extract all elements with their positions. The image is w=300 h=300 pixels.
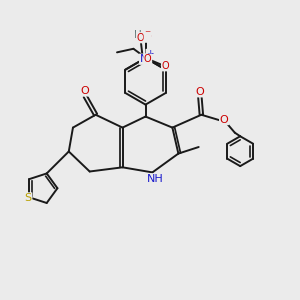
Text: O: O: [196, 87, 204, 97]
Text: O: O: [142, 32, 152, 42]
Text: +: +: [146, 49, 154, 58]
Text: O: O: [220, 115, 228, 124]
Text: O: O: [136, 33, 144, 43]
Text: NH: NH: [146, 174, 163, 184]
Text: N: N: [140, 54, 148, 64]
Text: O: O: [144, 54, 152, 64]
Text: O: O: [80, 86, 89, 96]
Text: H: H: [134, 30, 142, 40]
Text: O: O: [162, 61, 169, 71]
Text: ⁻: ⁻: [144, 28, 151, 41]
Text: S: S: [25, 193, 32, 203]
